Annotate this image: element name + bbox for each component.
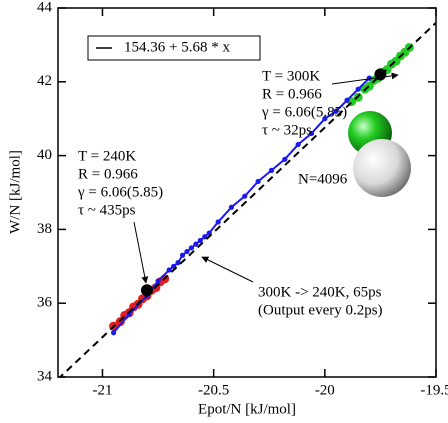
x-tick-label: -20 (315, 382, 335, 398)
point (269, 168, 274, 173)
point (111, 330, 116, 335)
point (296, 142, 301, 147)
point (344, 98, 349, 103)
x-tick-label: -19.5 (420, 382, 448, 398)
y-tick-label: 34 (37, 368, 53, 384)
y-axis-label: W/N [kJ/mol] (7, 150, 23, 234)
point (215, 219, 220, 224)
point (282, 157, 287, 162)
arrow (134, 222, 146, 283)
page: Epot/N [kJ/mol] W/N [kJ/mol] 154.36 + 5.… (0, 0, 448, 423)
y-tick-label: 44 (37, 0, 53, 15)
annotation-text: T = 240K (78, 148, 136, 164)
annotation-cold: T = 240K R = 0.966 γ = 6.06(5.85) τ ~ 43… (77, 148, 163, 283)
point (256, 179, 261, 184)
hydrogen-atom (353, 139, 411, 197)
annotation-quench: 300K -> 240K, 65ps (Output every 0.2ps) (202, 257, 383, 318)
point (193, 242, 198, 247)
point (180, 253, 185, 258)
y-tick-label: 38 (37, 221, 52, 237)
point (229, 205, 234, 210)
x-tick-label: -21 (92, 382, 112, 398)
x-axis-label: Epot/N [kJ/mol] (198, 401, 296, 417)
annotation-text: N=4096 (298, 171, 348, 187)
annotation-text: γ = 6.06(5.85) (77, 184, 163, 200)
y-tick-label: 36 (37, 295, 53, 311)
point (356, 87, 361, 92)
annotation-text: 300K -> 240K, 65ps (258, 284, 382, 300)
point (175, 260, 180, 265)
annotation-text: (Output every 0.2ps) (258, 302, 383, 318)
annotation-text: τ ~ 32ps (262, 122, 312, 138)
point (184, 249, 189, 254)
annotation-text: τ ~ 435ps (78, 202, 136, 218)
legend-label: 154.36 + 5.68 * x (124, 39, 230, 55)
point (167, 267, 172, 272)
annotation-text: R = 0.966 (78, 166, 138, 182)
arrow (202, 257, 253, 282)
point (155, 278, 160, 283)
annotation-text: T = 300K (262, 68, 320, 84)
molecule-icon (348, 111, 411, 197)
plot-area (58, 23, 436, 379)
x-tick-label: -20.5 (198, 382, 229, 398)
y-tick-label: 42 (37, 73, 52, 89)
chart: Epot/N [kJ/mol] W/N [kJ/mol] 154.36 + 5.… (0, 0, 448, 423)
y-tick-label: 40 (37, 147, 52, 163)
annotation-text: R = 0.966 (262, 86, 322, 102)
point (242, 194, 247, 199)
annotation-text: γ = 6.06(5.85) (261, 104, 347, 120)
point (367, 76, 372, 81)
point (189, 245, 194, 250)
